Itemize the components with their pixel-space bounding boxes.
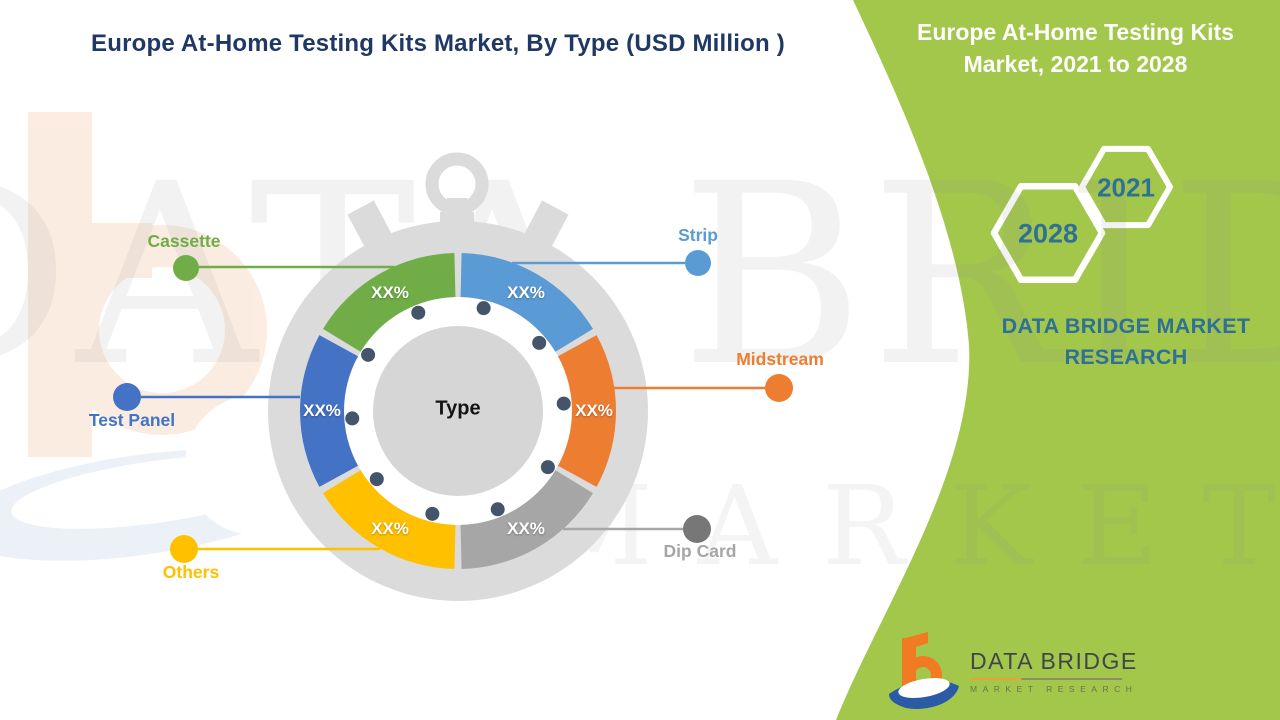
data-bridge-logo-icon <box>889 632 959 709</box>
tick-dot <box>556 396 571 411</box>
legend-callouts <box>113 250 793 563</box>
segment-test-panel <box>300 335 359 487</box>
logo-name: DATA BRIDGE <box>970 648 1138 674</box>
tick-dot <box>476 301 491 316</box>
tick-dot <box>369 472 384 487</box>
legend-dot-strip <box>685 250 711 276</box>
tick-dot <box>532 335 547 350</box>
tick-dot <box>411 305 426 320</box>
logo-rule <box>970 678 1122 680</box>
segment-others <box>322 470 456 569</box>
logo-tagline: MARKET RESEARCH <box>970 684 1138 694</box>
brand-text: DATA BRIDGE MARKET RESEARCH <box>1001 314 1251 369</box>
segment-midstream <box>557 335 616 487</box>
tick-dot <box>361 347 376 362</box>
legend-dot-test-panel <box>113 383 141 411</box>
segment-strip <box>460 253 594 352</box>
legend-dot-cassette <box>173 255 199 281</box>
page-title: Europe At-Home Testing Kits Market, By T… <box>91 30 785 57</box>
tick-dots-ring <box>345 301 571 521</box>
logo-watermark-icon <box>0 112 325 561</box>
tick-dot <box>540 460 555 475</box>
side-panel-title: Europe At-Home Testing Kits Market, 2021… <box>917 19 1234 77</box>
donut-segments <box>300 253 616 569</box>
hexagon-year-2028: 2028 <box>1017 218 1079 249</box>
legend-dot-dip-card <box>683 515 711 543</box>
segment-cassette <box>322 253 456 352</box>
hexagon-2021-icon <box>1079 145 1173 229</box>
legend-dot-midstream <box>765 374 793 402</box>
tick-dot <box>490 502 505 517</box>
legend-dot-others <box>170 535 198 563</box>
hexagon-year-2021: 2021 <box>1097 172 1155 203</box>
tick-dot <box>345 411 360 426</box>
hexagon-2028-icon <box>990 182 1106 284</box>
segment-dip-card <box>460 470 594 569</box>
data-bridge-logo: DATA BRIDGE MARKET RESEARCH <box>888 630 1138 714</box>
tick-dot <box>425 506 440 521</box>
